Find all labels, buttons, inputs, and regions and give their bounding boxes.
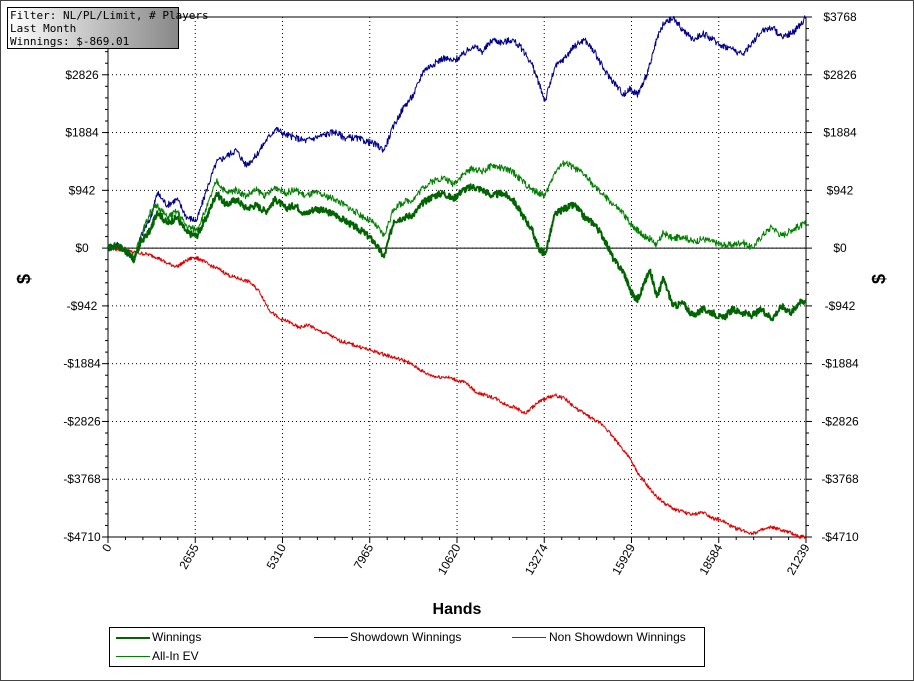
y-tick-label-right: -$1884 (821, 357, 859, 371)
series-line-winnings (107, 183, 807, 322)
y-tick-label-left: -$942 (67, 299, 98, 313)
y-tick-label-right: $2826 (823, 68, 857, 82)
filter-text: Filter: NL/PL/Limit, # Players (10, 9, 209, 22)
series-lines (107, 15, 807, 539)
y-tick-label-right: $3768 (823, 10, 857, 24)
legend-label-allin-ev: All-In EV (152, 649, 199, 663)
x-tick-label: 15929 (609, 541, 638, 577)
series-line-showdown-winnings (107, 15, 807, 261)
legend-label-showdown: Showdown Winnings (350, 630, 462, 644)
y-tick-label-right: $942 (827, 183, 854, 197)
x-tick-label: 0 (99, 541, 115, 554)
y-tick-label-right: -$4710 (821, 530, 859, 544)
tick-labels: $3768$3768$2826$2826$1884$1884$942$942$0… (63, 10, 859, 577)
x-tick-label: 5310 (264, 541, 290, 571)
x-tick-label: 13274 (522, 541, 551, 577)
y-tick-label-right: -$2826 (821, 414, 859, 428)
x-tick-label: 2655 (176, 541, 202, 571)
y-tick-label-right: -$3768 (821, 472, 859, 486)
x-axis-label: Hands (433, 601, 482, 618)
legend-swatch-non-showdown (512, 637, 546, 638)
y-axis-label-right: $ (869, 274, 889, 284)
y-tick-label-left: -$1884 (63, 357, 101, 371)
grid (107, 16, 807, 538)
y-tick-label-right: $0 (833, 241, 847, 255)
y-tick-label-left: -$3768 (63, 472, 101, 486)
y-tick-label-left: $2826 (65, 68, 99, 82)
legend: Winnings Showdown Winnings Non Showdown … (109, 627, 705, 667)
period-text: Last Month (10, 22, 77, 35)
series-line-non-showdown-winnings (107, 246, 807, 539)
y-tick-label-left: -$2826 (63, 414, 101, 428)
legend-swatch-winnings (116, 637, 150, 639)
filter-info-box: Filter: NL/PL/Limit, # Players Last Mont… (7, 7, 209, 49)
winnings-text: Winnings: $-869.01 (10, 35, 130, 48)
legend-swatch-allin-ev (116, 656, 150, 657)
legend-label-winnings: Winnings (152, 630, 202, 644)
axes (102, 16, 812, 543)
x-tick-label: 21239 (784, 541, 813, 577)
legend-swatch-showdown (314, 637, 348, 638)
y-tick-label-left: $1884 (65, 126, 99, 140)
x-tick-label: 7965 (351, 541, 377, 571)
x-tick-label: 10620 (435, 541, 464, 577)
y-tick-label-left: -$4710 (63, 530, 101, 544)
y-tick-label-left: $0 (75, 241, 89, 255)
y-tick-label-right: -$942 (825, 299, 856, 313)
y-axis-label-left: $ (14, 274, 34, 284)
legend-label-non-showdown: Non Showdown Winnings (549, 630, 686, 644)
series-line-all-in-ev (107, 160, 807, 261)
x-tick-label: 18584 (697, 541, 726, 577)
y-tick-label-right: $1884 (823, 126, 857, 140)
y-tick-label-left: $942 (69, 183, 96, 197)
